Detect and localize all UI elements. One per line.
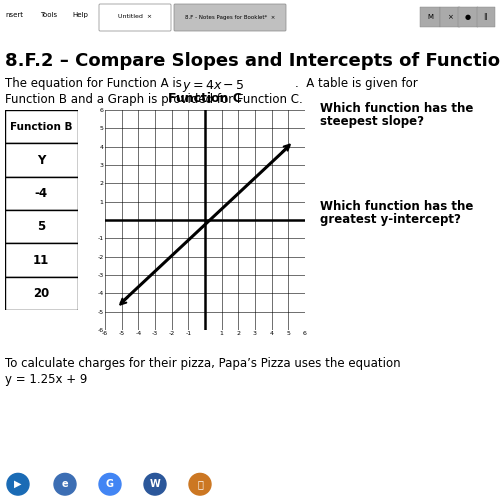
Text: .  A table is given for: . A table is given for	[295, 78, 418, 90]
Text: To calculate charges for their pizza, Papa’s Pizza uses the equation: To calculate charges for their pizza, Pa…	[5, 358, 400, 370]
Circle shape	[144, 474, 166, 495]
Text: 8.F.2 – Compare Slopes and Intercepts of Functions: 8.F.2 – Compare Slopes and Intercepts of…	[5, 52, 500, 70]
Circle shape	[99, 474, 121, 495]
Text: steepest slope?: steepest slope?	[320, 115, 424, 128]
Text: ||: ||	[484, 14, 488, 20]
Text: G: G	[106, 479, 114, 489]
Text: Tools: Tools	[40, 12, 57, 18]
Text: Help: Help	[72, 12, 88, 18]
Text: Function B: Function B	[10, 122, 72, 132]
Text: 20: 20	[33, 287, 50, 300]
Text: Y: Y	[37, 154, 46, 166]
Text: e: e	[62, 479, 68, 489]
Text: $y = 4x - 5$: $y = 4x - 5$	[182, 78, 245, 94]
Text: ⬛: ⬛	[197, 479, 203, 489]
Text: Function C: Function C	[168, 92, 242, 105]
Bar	[5, 210, 78, 244]
Text: 8.F - Notes Pages for Booklet*  ×: 8.F - Notes Pages for Booklet* ×	[185, 14, 275, 20]
Text: Function B and a Graph is provided for Function C.: Function B and a Graph is provided for F…	[5, 92, 303, 106]
Text: ×: ×	[447, 14, 453, 20]
Text: W: W	[150, 479, 160, 489]
Bar	[5, 244, 78, 276]
Circle shape	[189, 474, 211, 495]
Text: The equation for Function A is: The equation for Function A is	[5, 78, 182, 90]
Bar	[5, 276, 78, 310]
Text: Which function has the: Which function has the	[320, 102, 474, 116]
Text: M: M	[427, 14, 433, 20]
Circle shape	[7, 474, 29, 495]
Text: Which function has the: Which function has the	[320, 200, 474, 213]
Text: 11: 11	[33, 254, 50, 266]
Text: y = 1.25x + 9: y = 1.25x + 9	[5, 372, 87, 386]
Text: -4: -4	[34, 187, 48, 200]
FancyBboxPatch shape	[174, 4, 286, 31]
Circle shape	[54, 474, 76, 495]
Text: greatest y-intercept?: greatest y-intercept?	[320, 212, 461, 226]
Bar	[5, 144, 78, 176]
Text: ▶: ▶	[14, 479, 22, 489]
Bar	[5, 110, 78, 144]
Text: Untitled  ×: Untitled ×	[118, 14, 152, 20]
Text: ●: ●	[465, 14, 471, 20]
FancyBboxPatch shape	[99, 4, 171, 31]
Bar	[5, 176, 78, 210]
Text: 5: 5	[37, 220, 46, 233]
Text: nsert: nsert	[5, 12, 23, 18]
